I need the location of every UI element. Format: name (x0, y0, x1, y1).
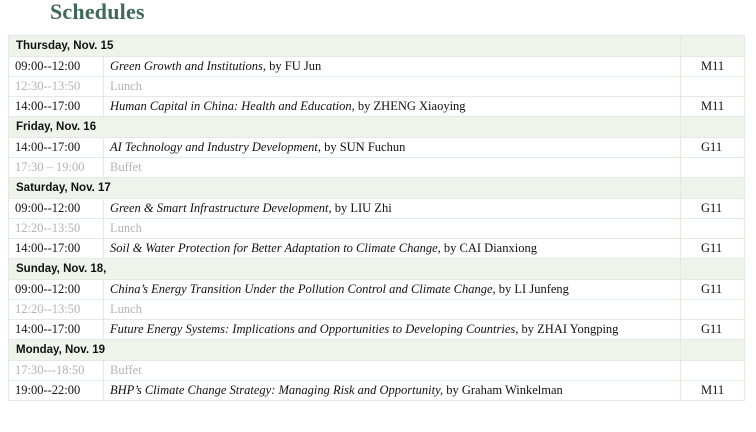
time-cell: 14:00--17:00 (8, 96, 104, 117)
time-cell: 17:30 – 19:00 (8, 157, 104, 178)
session-row: 14:00--17:00 Soil & Water Protection for … (8, 238, 746, 259)
break-row: 17:30 – 19:00 Buffet (8, 157, 746, 178)
day-label: Thursday, Nov. 15 (7, 35, 682, 57)
break-label: Lunch (110, 302, 142, 316)
time-cell: 14:00--17:00 (8, 238, 104, 259)
day-header-row: Friday, Nov. 16 (7, 116, 746, 138)
session-title: Human Capital in China: Health and Educa… (110, 99, 355, 113)
session-title: AI Technology and Industry Development, (110, 140, 321, 154)
event-cell: China’s Energy Transition Under the Poll… (102, 279, 682, 300)
room-cell: G11 (680, 137, 746, 158)
time-cell: 17:30---18:50 (8, 360, 104, 381)
session-speaker: by ZHAI Yongping (518, 322, 619, 336)
room-cell: G11 (680, 238, 746, 259)
session-title: Green & Smart Infrastructure Development… (110, 201, 332, 215)
time-cell: 19:00--22:00 (8, 380, 104, 401)
session-row: 14:00--17:00 Human Capital in China: Heal… (8, 96, 746, 117)
event-cell: Future Energy Systems: Implications and … (102, 319, 682, 340)
break-row: 17:30---18:50 Buffet (8, 360, 746, 381)
session-title: Soil & Water Protection for Better Adapt… (110, 241, 441, 255)
room-cell (680, 157, 746, 178)
event-cell: Lunch (102, 218, 682, 239)
room-cell: M11 (680, 96, 746, 117)
page-title: Schedules (50, 0, 145, 24)
room-cell: G11 (680, 319, 746, 340)
room-cell (680, 360, 746, 381)
session-speaker: by FU Jun (266, 59, 322, 73)
day-header-spacer (680, 258, 746, 280)
event-cell: Lunch (102, 76, 682, 97)
time-cell: 09:00--12:00 (8, 56, 104, 77)
day-label: Sunday, Nov. 18, (7, 258, 682, 280)
break-row: 12:20--13:50 Lunch (8, 299, 746, 320)
event-cell: Soil & Water Protection for Better Adapt… (102, 238, 682, 259)
event-cell: BHP’s Climate Change Strategy: Managing … (102, 380, 682, 401)
time-cell: 14:00--17:00 (8, 137, 104, 158)
session-title: BHP’s Climate Change Strategy: Managing … (110, 383, 444, 397)
session-row: 09:00--12:00 Green & Smart Infrastructure… (8, 198, 746, 219)
event-cell: Human Capital in China: Health and Educa… (102, 96, 682, 117)
session-title: Green Growth and Institutions, (110, 59, 267, 73)
time-cell: 14:00--17:00 (8, 319, 104, 340)
session-row: 19:00--22:00 BHP’s Climate Change Strateg… (8, 380, 746, 401)
break-label: Buffet (110, 363, 142, 377)
event-cell: AI Technology and Industry Development, … (102, 137, 682, 158)
event-cell: Buffet (102, 157, 682, 178)
session-title: Future Energy Systems: Implications and … (110, 322, 519, 336)
room-cell (680, 76, 746, 97)
day-header-spacer (680, 177, 746, 199)
day-header-spacer (680, 339, 746, 361)
day-header-row: Sunday, Nov. 18, (7, 258, 746, 280)
session-title: China’s Energy Transition Under the Poll… (110, 282, 496, 296)
room-cell: G11 (680, 279, 746, 300)
event-cell: Lunch (102, 299, 682, 320)
room-cell: G11 (680, 198, 746, 219)
break-row: 12:20--13:50 Lunch (8, 218, 746, 239)
schedule-table: Thursday, Nov. 15 09:00--12:00 Green Growt… (7, 35, 746, 401)
session-row: 14:00--17:00 Future Energy Systems: Impli… (8, 319, 746, 340)
break-label: Lunch (110, 221, 142, 235)
break-label: Lunch (110, 79, 142, 93)
day-header-spacer (680, 116, 746, 138)
session-speaker: by CAI Dianxiong (440, 241, 537, 255)
room-cell: M11 (680, 56, 746, 77)
time-cell: 12:20--13:50 (8, 299, 104, 320)
session-row: 09:00--12:00 Green Growth and Institution… (8, 56, 746, 77)
time-cell: 09:00--12:00 (8, 198, 104, 219)
time-cell: 09:00--12:00 (8, 279, 104, 300)
session-speaker: by LIU Zhi (331, 201, 392, 215)
day-header-row: Monday, Nov. 19 (7, 339, 746, 361)
session-speaker: by ZHENG Xiaoying (354, 99, 466, 113)
room-cell (680, 299, 746, 320)
event-cell: Green Growth and Institutions, by FU Jun (102, 56, 682, 77)
event-cell: Buffet (102, 360, 682, 381)
day-header-row: Thursday, Nov. 15 (7, 35, 746, 57)
room-cell (680, 218, 746, 239)
session-speaker: by SUN Fuchun (320, 140, 406, 154)
day-label: Monday, Nov. 19 (7, 339, 682, 361)
session-row: 14:00--17:00 AI Technology and Industry D… (8, 137, 746, 158)
break-label: Buffet (110, 160, 142, 174)
time-cell: 12:20--13:50 (8, 218, 104, 239)
room-cell: M11 (680, 380, 746, 401)
session-row: 09:00--12:00 China’s Energy Transition Un… (8, 279, 746, 300)
day-label: Friday, Nov. 16 (7, 116, 682, 138)
day-header-spacer (680, 35, 746, 57)
session-speaker: by Graham Winkelman (443, 383, 563, 397)
day-label: Saturday, Nov. 17 (7, 177, 682, 199)
break-row: 12:30--13:50 Lunch (8, 76, 746, 97)
event-cell: Green & Smart Infrastructure Development… (102, 198, 682, 219)
day-header-row: Saturday, Nov. 17 (7, 177, 746, 199)
time-cell: 12:30--13:50 (8, 76, 104, 97)
session-speaker: by LI Junfeng (495, 282, 569, 296)
